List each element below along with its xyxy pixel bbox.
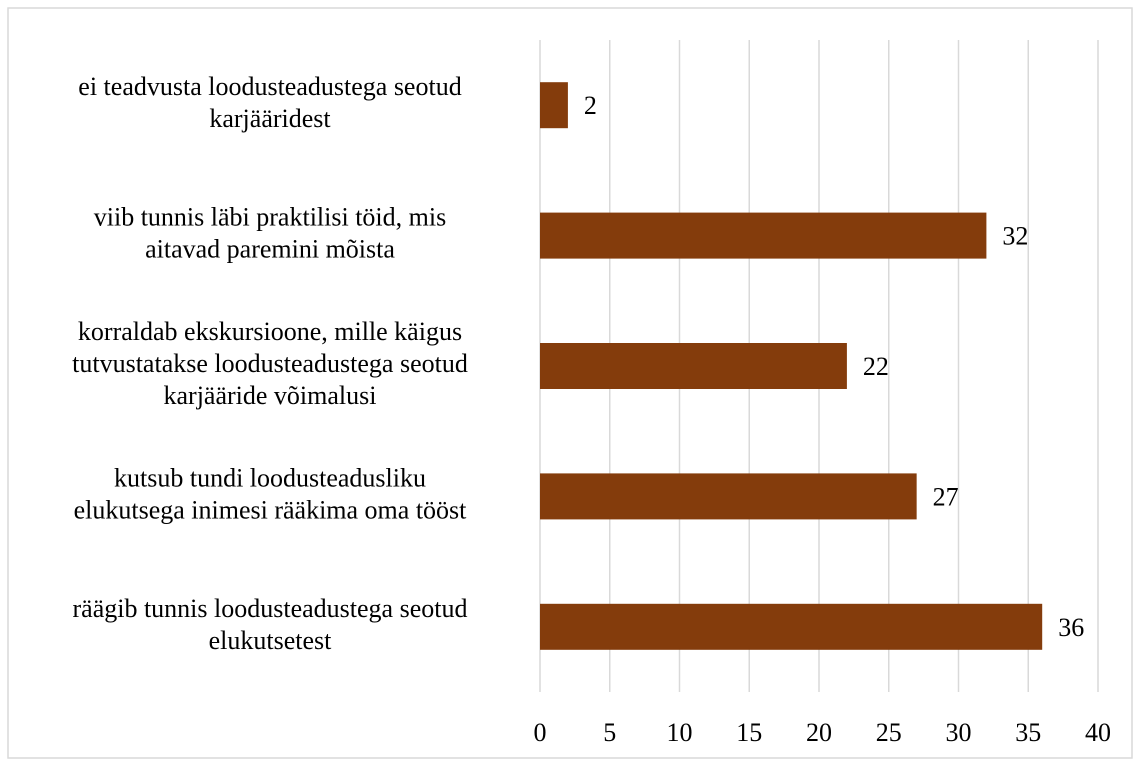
- x-tick-label: 0: [534, 718, 547, 747]
- x-tick-label: 10: [667, 718, 693, 747]
- x-tick-label: 40: [1085, 718, 1111, 747]
- data-label: 36: [1058, 613, 1084, 642]
- x-tick-label: 5: [603, 718, 616, 747]
- y-tick-label: kutsub tundi loodusteadusliku elukutsega …: [74, 463, 468, 524]
- data-label: 27: [933, 482, 959, 511]
- x-tick-label: 20: [806, 718, 832, 747]
- y-tick-label: ei teadvusta loodusteadustega seotud karj…: [78, 72, 461, 133]
- bar: [540, 603, 1043, 650]
- data-label: 32: [1002, 222, 1028, 251]
- y-tick-label: viib tunnis läbi praktilisi töid, mis ait…: [94, 203, 446, 264]
- y-tick-label: räägib tunnis loodusteadustega seotud elu…: [73, 594, 468, 655]
- x-tick-label: 25: [876, 718, 902, 747]
- data-label: 22: [863, 352, 889, 381]
- bar: [540, 473, 917, 520]
- bar: [540, 82, 568, 129]
- data-label: 2: [584, 91, 597, 120]
- y-tick-label: korraldab ekskursioone, mille käigus tutv…: [72, 317, 468, 410]
- x-tick-label: 30: [946, 718, 972, 747]
- bar: [540, 212, 987, 259]
- x-tick-label: 35: [1015, 718, 1041, 747]
- x-tick-label: 15: [736, 718, 762, 747]
- bar: [540, 343, 847, 389]
